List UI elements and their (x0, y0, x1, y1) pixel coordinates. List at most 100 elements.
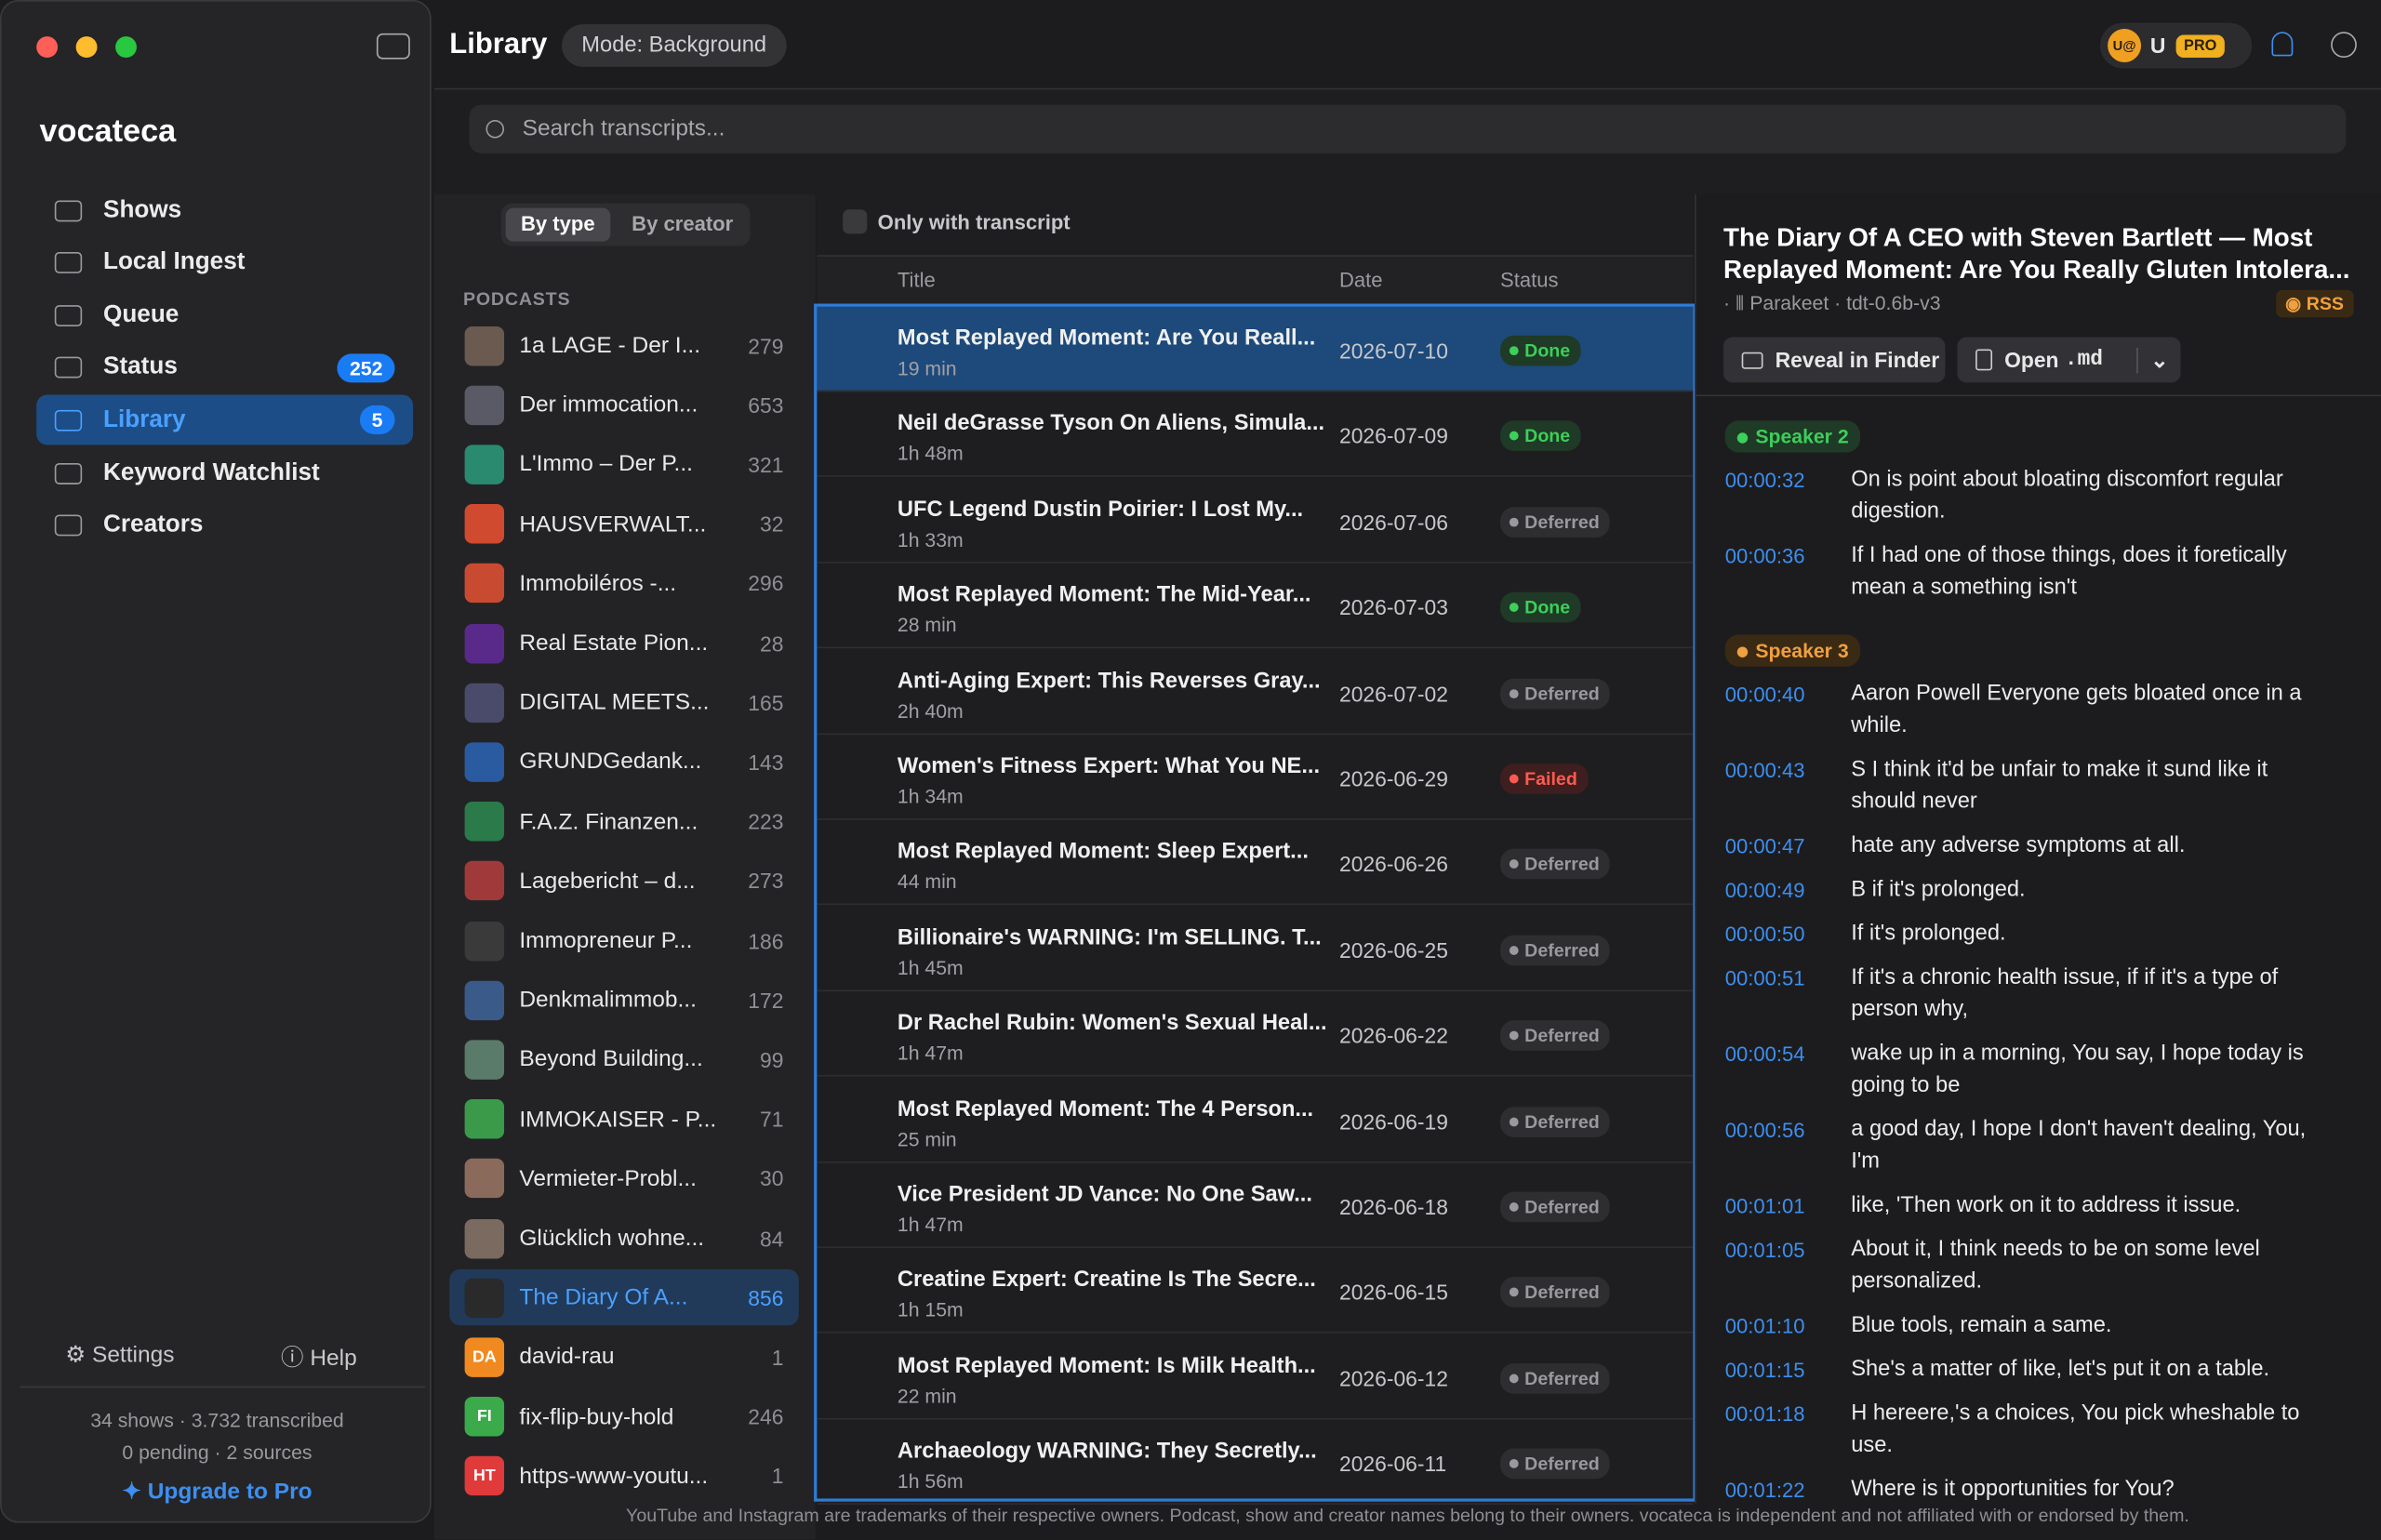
podcast-row[interactable]: Vermieter-Probl... 30 (449, 1150, 799, 1206)
episode-row[interactable]: Dr Rachel Rubin: Women's Sexual Heal... 1… (817, 991, 1694, 1077)
podcast-avatar (464, 504, 505, 544)
episode-date: 2026-06-29 (1339, 766, 1448, 791)
episode-row[interactable]: Billionaire's WARNING: I'm SELLING. T...… (817, 906, 1694, 991)
speaker-label: Speaker 2 (1724, 420, 1861, 453)
episode-duration: 25 min (897, 1127, 957, 1150)
transcript-line: 00:00:51 If it's a chronic health issue, … (1725, 962, 2363, 1027)
more-button[interactable] (2331, 32, 2357, 59)
nav-item[interactable]: Keyword Watchlist (36, 448, 413, 498)
timestamp[interactable]: 00:01:10 (1724, 1314, 1805, 1338)
episode-row[interactable]: Neil deGrasse Tyson On Aliens, Simula...… (817, 392, 1694, 478)
podcast-count: 186 (748, 928, 784, 953)
podcast-row[interactable]: Glücklich wohne... 84 (449, 1210, 799, 1266)
timestamp[interactable]: 00:01:05 (1724, 1239, 1805, 1262)
podcast-row[interactable]: L'Immo – Der P... 321 (449, 436, 799, 492)
episode-row[interactable]: Most Replayed Moment: The Mid-Year... 28 … (817, 564, 1694, 649)
nav-label: Library (103, 406, 186, 433)
episode-row[interactable]: Women's Fitness Expert: What You NE... 1h… (817, 735, 1694, 820)
podcast-name: DIGITAL MEETS... (519, 689, 710, 716)
podcast-row[interactable]: IMMOKAISER - P... 71 (449, 1091, 799, 1147)
episode-row[interactable]: Most Replayed Moment: Are You Reall... 19… (817, 306, 1694, 392)
mode-pill[interactable]: Mode: Background (562, 24, 787, 67)
timestamp[interactable]: 00:01:15 (1724, 1359, 1805, 1382)
upgrade-button[interactable]: ✦ Upgrade to Pro (122, 1479, 313, 1505)
timestamp[interactable]: 00:01:01 (1724, 1194, 1805, 1218)
episode-row[interactable]: Archaeology WARNING: They Secretly... 1h … (817, 1420, 1694, 1506)
podcast-count: 1 (771, 1464, 784, 1489)
timestamp[interactable]: 00:00:32 (1724, 469, 1805, 492)
podcast-count: 223 (748, 809, 784, 834)
podcast-row[interactable]: Real Estate Pion... 28 (449, 615, 799, 670)
podcast-row[interactable]: Der immocation... 653 (449, 377, 799, 432)
search-field[interactable]: Search transcripts... (469, 104, 2347, 153)
stats: 34 shows · 3.732 transcribed 0 pending ·… (2, 1404, 433, 1468)
nav-item[interactable]: Creators (36, 500, 413, 551)
notifications-button[interactable] (2271, 32, 2294, 57)
nav-item[interactable]: Shows (36, 185, 413, 235)
episode-row[interactable]: Creatine Expert: Creatine Is The Secre..… (817, 1249, 1694, 1334)
podcast-count: 30 (760, 1166, 784, 1191)
podcast-row[interactable]: Immobiléros -... 296 (449, 555, 799, 611)
podcast-count: 84 (760, 1226, 784, 1251)
podcast-row[interactable]: F.A.Z. Finanzen... 223 (449, 793, 799, 849)
podcast-row[interactable]: The Diary Of A... 856 (449, 1269, 799, 1326)
episode-duration: 22 min (897, 1384, 957, 1408)
tab[interactable]: By creator (632, 212, 734, 236)
episode-title: Most Replayed Moment: The 4 Person... (897, 1096, 1314, 1122)
sidebar-toggle[interactable] (376, 33, 410, 60)
nav-item[interactable]: Queue (36, 290, 413, 340)
help-label: Help (310, 1345, 357, 1372)
podcast-row[interactable]: Immopreneur P... 186 (449, 912, 799, 968)
open-button[interactable]: Open .md ⌄ (1957, 337, 2181, 383)
settings-button[interactable]: ⚙ Settings (65, 1342, 175, 1369)
episode-row[interactable]: Anti-Aging Expert: This Reverses Gray...… (817, 649, 1694, 735)
podcast-row[interactable]: HT https-www-youtu... 1 (449, 1448, 799, 1504)
timestamp[interactable]: 00:00:50 (1724, 923, 1805, 947)
podcast-row[interactable]: DA david-rau 1 (449, 1329, 799, 1385)
podcast-name: Lagebericht – d... (519, 868, 696, 895)
timestamp[interactable]: 00:01:18 (1724, 1402, 1805, 1427)
close-button[interactable] (36, 36, 59, 59)
podcast-avatar: FI (464, 1397, 505, 1437)
podcast-row[interactable]: HAUSVERWALT... 32 (449, 496, 799, 551)
episode-duration: 19 min (897, 356, 957, 380)
account-pill[interactable]: U@ U PRO (2099, 22, 2253, 69)
nav-item[interactable]: Library 5 (36, 395, 414, 446)
podcast-row[interactable]: GRUNDGedank... 143 (449, 734, 799, 790)
podcast-count: 28 (760, 631, 784, 656)
episode-row[interactable]: Vice President JD Vance: No One Saw... 1h… (817, 1163, 1694, 1249)
podcast-count: 99 (760, 1047, 784, 1072)
nav-item[interactable]: Status 252 (36, 343, 413, 393)
reveal-button[interactable]: Reveal in Finder (1723, 337, 1946, 383)
timestamp[interactable]: 00:00:36 (1724, 545, 1805, 568)
timestamp[interactable]: 00:00:54 (1724, 1042, 1805, 1067)
episode-row[interactable]: Most Replayed Moment: The 4 Person... 25 … (817, 1078, 1694, 1162)
podcast-row[interactable]: DIGITAL MEETS... 165 (449, 674, 799, 730)
help-button[interactable]: ⓘ Help (281, 1345, 357, 1372)
open-menu[interactable]: ⌄ (2136, 347, 2168, 373)
episode-title: UFC Legend Dustin Poirier: I Lost My... (897, 498, 1304, 523)
timestamp[interactable]: 00:00:49 (1724, 879, 1805, 902)
podcast-row[interactable]: Lagebericht – d... 273 (449, 853, 799, 909)
podcast-row[interactable]: Beyond Building... 99 (449, 1031, 799, 1087)
zoom-button[interactable] (115, 36, 137, 59)
transcript-line: 00:00:40 Aaron Powell Everyone gets bloat… (1725, 679, 2363, 743)
timestamp[interactable]: 00:00:40 (1724, 683, 1805, 707)
checkbox[interactable] (843, 209, 868, 234)
podcast-count: 1 (771, 1345, 784, 1370)
podcast-row[interactable]: 1a LAGE - Der I... 279 (449, 317, 799, 373)
timestamp[interactable]: 00:01:22 (1724, 1479, 1805, 1502)
episode-row[interactable]: Most Replayed Moment: Sleep Expert... 44 … (817, 820, 1694, 906)
timestamp[interactable]: 00:00:56 (1724, 1119, 1805, 1142)
episode-row[interactable]: UFC Legend Dustin Poirier: I Lost My... 1… (817, 478, 1694, 564)
podcast-row[interactable]: Denkmalimmob... 172 (449, 972, 799, 1028)
transcript-line: 00:01:05 About it, I think needs to be on… (1725, 1234, 2363, 1298)
nav-item[interactable]: Local Ingest (36, 238, 413, 288)
timestamp[interactable]: 00:00:47 (1724, 834, 1805, 858)
timestamp[interactable]: 00:00:43 (1724, 759, 1805, 782)
episode-row[interactable]: Most Replayed Moment: Is Milk Health... 2… (817, 1334, 1694, 1420)
minimize-button[interactable] (75, 36, 98, 59)
tab[interactable]: By type (505, 207, 610, 242)
podcast-row[interactable]: FI fix-flip-buy-hold 246 (449, 1388, 799, 1444)
timestamp[interactable]: 00:00:51 (1724, 967, 1805, 990)
